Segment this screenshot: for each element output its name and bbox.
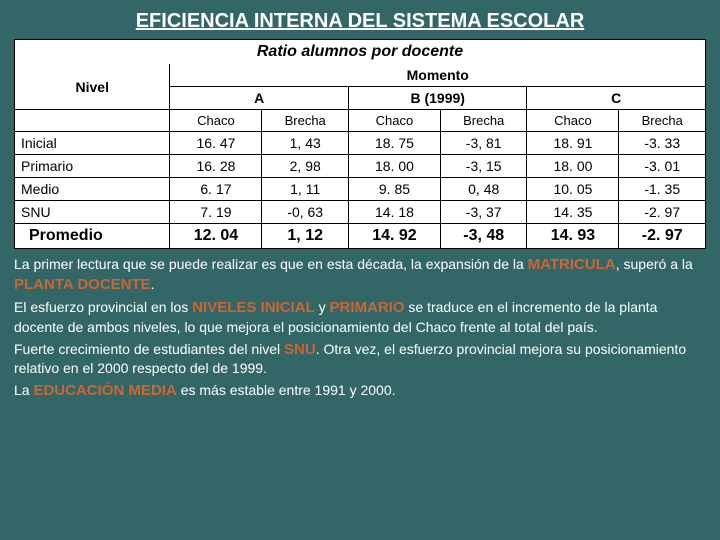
cell: 18. 00 bbox=[348, 155, 440, 178]
cell: 14. 93 bbox=[527, 224, 619, 249]
cell: 12. 04 bbox=[170, 224, 262, 249]
highlight-snu: SNU bbox=[284, 341, 316, 358]
cell: -3. 01 bbox=[619, 155, 706, 178]
table-row: Inicial 16. 47 1, 43 18. 75 -3, 81 18. 9… bbox=[15, 132, 706, 155]
momento-header: Momento bbox=[170, 64, 706, 87]
table-row: SNU 7. 19 -0, 63 14. 18 -3, 37 14. 35 -2… bbox=[15, 201, 706, 224]
cell: 14. 92 bbox=[348, 224, 440, 249]
cell: 6. 17 bbox=[170, 178, 262, 201]
col-c-brecha: Brecha bbox=[619, 110, 706, 132]
cell: 9. 85 bbox=[348, 178, 440, 201]
period-a: A bbox=[170, 87, 349, 110]
col-a-brecha: Brecha bbox=[262, 110, 349, 132]
highlight-primario: PRIMARIO bbox=[330, 299, 405, 316]
body-text: La primer lectura que se puede realizar … bbox=[14, 255, 706, 401]
highlight-educacion-media: EDUCACIÓN MEDIA bbox=[33, 382, 176, 399]
cell: -3, 37 bbox=[440, 201, 527, 224]
data-table: Ratio alumnos por docente Nivel Momento … bbox=[14, 39, 706, 249]
row-label: Medio bbox=[15, 178, 170, 201]
highlight-niveles-inicial: NIVELES INICIAL bbox=[192, 299, 315, 316]
table-row: Medio 6. 17 1, 11 9. 85 0, 48 10. 05 -1.… bbox=[15, 178, 706, 201]
period-c: C bbox=[527, 87, 706, 110]
cell: 1, 43 bbox=[262, 132, 349, 155]
highlight-matricula: MATRICULA bbox=[528, 256, 616, 273]
cell: 10. 05 bbox=[527, 178, 619, 201]
nivel-header: Nivel bbox=[15, 64, 170, 110]
cell: 14. 18 bbox=[348, 201, 440, 224]
cell: 14. 35 bbox=[527, 201, 619, 224]
cell: -2. 97 bbox=[619, 201, 706, 224]
cell: -3, 81 bbox=[440, 132, 527, 155]
period-b: B (1999) bbox=[348, 87, 527, 110]
cell: 18. 91 bbox=[527, 132, 619, 155]
cell: 16. 28 bbox=[170, 155, 262, 178]
cell: -3, 15 bbox=[440, 155, 527, 178]
cell: -1. 35 bbox=[619, 178, 706, 201]
row-label: Primario bbox=[15, 155, 170, 178]
promedio-label: Promedio bbox=[15, 224, 170, 249]
col-b-chaco: Chaco bbox=[348, 110, 440, 132]
slide-title: EFICIENCIA INTERNA DEL SISTEMA ESCOLAR bbox=[14, 10, 706, 33]
col-a-chaco: Chaco bbox=[170, 110, 262, 132]
cell: 1, 11 bbox=[262, 178, 349, 201]
col-b-brecha: Brecha bbox=[440, 110, 527, 132]
paragraph-1: La primer lectura que se puede realizar … bbox=[14, 255, 706, 294]
cell: -0, 63 bbox=[262, 201, 349, 224]
cell: -2. 97 bbox=[619, 224, 706, 249]
cell: 0, 48 bbox=[440, 178, 527, 201]
cell: 2, 98 bbox=[262, 155, 349, 178]
cell: 18. 75 bbox=[348, 132, 440, 155]
cell: -3. 33 bbox=[619, 132, 706, 155]
paragraph-3: Fuerte crecimiento de estudiantes del ni… bbox=[14, 340, 706, 378]
promedio-row: Promedio 12. 04 1, 12 14. 92 -3, 48 14. … bbox=[15, 224, 706, 249]
paragraph-2: El esfuerzo provincial en los NIVELES IN… bbox=[14, 298, 706, 336]
paragraph-4: La EDUCACIÓN MEDIA es más estable entre … bbox=[14, 381, 706, 401]
table-subtitle: Ratio alumnos por docente bbox=[15, 40, 706, 65]
cell: 1, 12 bbox=[262, 224, 349, 249]
row-label: Inicial bbox=[15, 132, 170, 155]
cell: 18. 00 bbox=[527, 155, 619, 178]
cell: 16. 47 bbox=[170, 132, 262, 155]
table-row: Primario 16. 28 2, 98 18. 00 -3, 15 18. … bbox=[15, 155, 706, 178]
row-label: SNU bbox=[15, 201, 170, 224]
col-c-chaco: Chaco bbox=[527, 110, 619, 132]
cell: 7. 19 bbox=[170, 201, 262, 224]
cell: -3, 48 bbox=[440, 224, 527, 249]
highlight-planta-docente: PLANTA DOCENTE bbox=[14, 276, 151, 293]
